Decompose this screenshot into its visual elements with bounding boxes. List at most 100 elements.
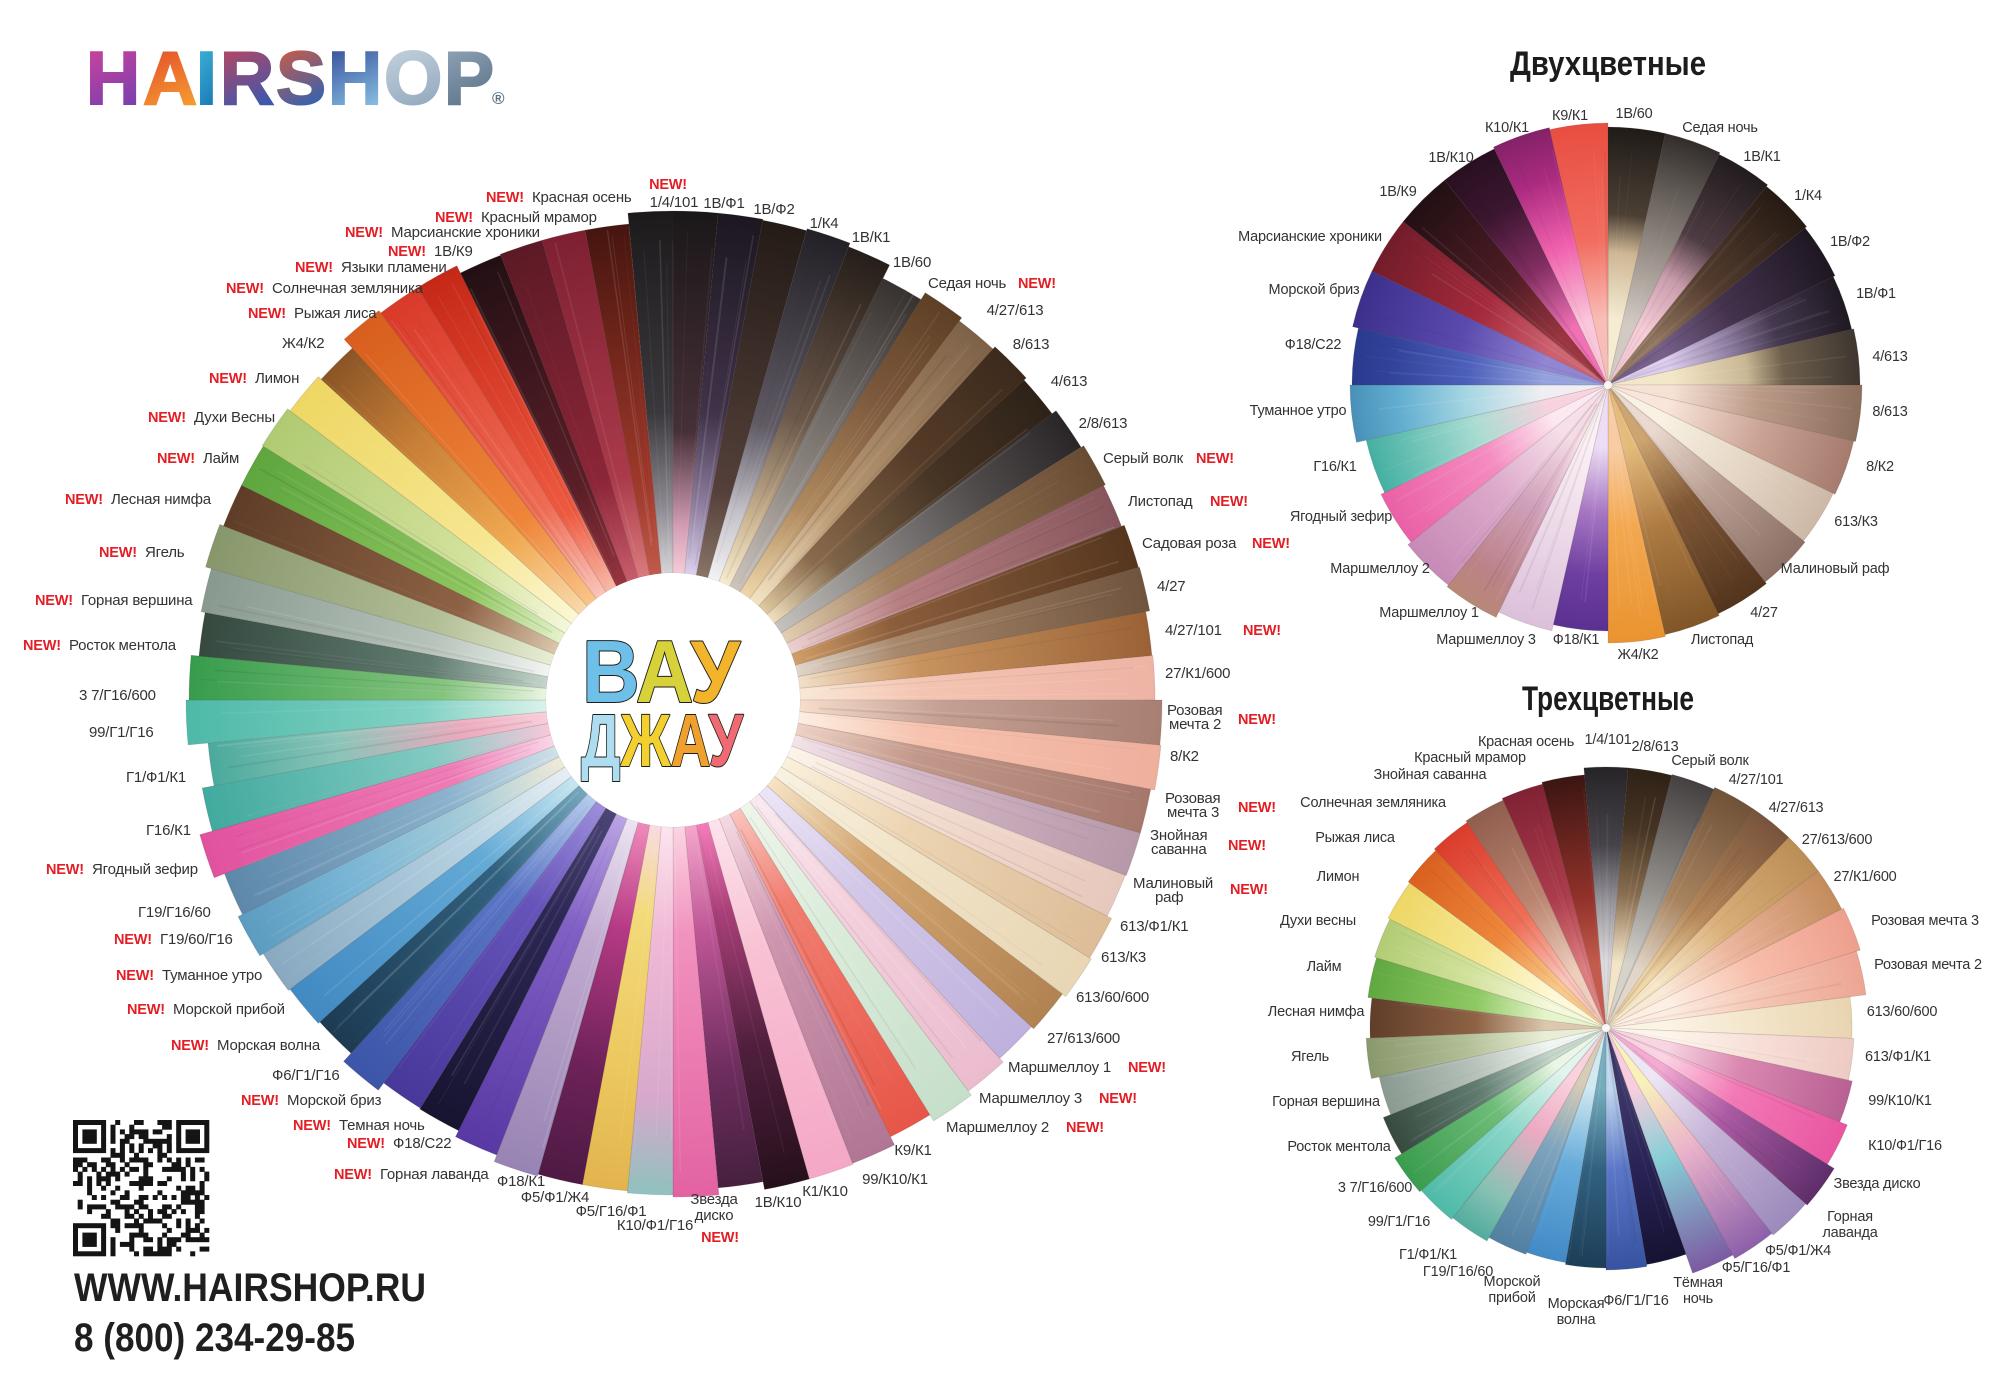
- svg-text:Серый волк: Серый волк: [1103, 450, 1184, 467]
- svg-text:NEW!: NEW!: [1018, 276, 1056, 292]
- svg-text:Маршмеллоу 1: Маршмеллоу 1: [1008, 1059, 1111, 1076]
- svg-text:NEW!: NEW!: [435, 210, 473, 226]
- svg-text:NEW!: NEW!: [35, 593, 73, 609]
- svg-text:Седая ночь: Седая ночь: [928, 275, 1007, 292]
- svg-text:1/4/101: 1/4/101: [650, 194, 699, 211]
- svg-text:NEW!: NEW!: [649, 177, 687, 193]
- svg-text:NEW!: NEW!: [148, 410, 186, 426]
- svg-text:NEW!: NEW!: [334, 1167, 372, 1183]
- svg-text:К9/К1: К9/К1: [894, 1142, 931, 1159]
- svg-text:ночь: ночь: [1683, 1291, 1713, 1307]
- svg-text:1В/Ф2: 1В/Ф2: [753, 201, 794, 218]
- svg-text:3 7/Г16/600: 3 7/Г16/600: [79, 687, 156, 704]
- svg-text:NEW!: NEW!: [226, 281, 264, 297]
- svg-text:NEW!: NEW!: [1243, 623, 1281, 639]
- svg-text:Ф18/К1: Ф18/К1: [497, 1173, 545, 1190]
- svg-text:Лайм: Лайм: [203, 450, 239, 467]
- svg-text:1/К4: 1/К4: [1794, 188, 1822, 204]
- svg-text:NEW!: NEW!: [23, 638, 61, 654]
- svg-text:613/К3: 613/К3: [1834, 514, 1878, 530]
- svg-text:Листопад: Листопад: [1691, 632, 1754, 648]
- svg-text:Седая ночь: Седая ночь: [1682, 120, 1758, 136]
- svg-text:NEW!: NEW!: [1128, 1060, 1166, 1076]
- svg-text:8/613: 8/613: [1013, 336, 1050, 353]
- svg-text:Ф6/Г1/Г16: Ф6/Г1/Г16: [272, 1067, 340, 1084]
- svg-text:R: R: [220, 36, 274, 120]
- svg-text:NEW!: NEW!: [46, 862, 84, 878]
- svg-text:NEW!: NEW!: [1066, 1120, 1104, 1136]
- svg-text:4/27/101: 4/27/101: [1729, 772, 1784, 788]
- svg-text:8/К2: 8/К2: [1170, 748, 1199, 765]
- svg-text:Ж4/К2: Ж4/К2: [1618, 647, 1659, 663]
- svg-text:Г16/К1: Г16/К1: [146, 822, 191, 839]
- svg-text:NEW!: NEW!: [65, 492, 103, 508]
- svg-text:Ф5/Г16/Ф1: Ф5/Г16/Ф1: [1722, 1260, 1791, 1276]
- svg-text:Красный мрамор: Красный мрамор: [481, 209, 597, 226]
- svg-text:NEW!: NEW!: [486, 190, 524, 206]
- svg-text:Ф18/С22: Ф18/С22: [1285, 337, 1342, 353]
- svg-text:Ягель: Ягель: [145, 544, 185, 561]
- svg-text:NEW!: NEW!: [116, 968, 154, 984]
- svg-text:NEW!: NEW!: [171, 1038, 209, 1054]
- svg-text:Туманное утро: Туманное утро: [1250, 403, 1347, 419]
- svg-text:NEW!: NEW!: [293, 1118, 331, 1134]
- svg-text:NEW!: NEW!: [295, 260, 333, 276]
- svg-text:Горная вершина: Горная вершина: [1272, 1094, 1381, 1110]
- svg-text:99/К10/К1: 99/К10/К1: [1868, 1093, 1932, 1109]
- svg-text:К9/К1: К9/К1: [1552, 108, 1588, 124]
- svg-text:Знойная: Знойная: [1150, 827, 1207, 844]
- svg-text:Маршмеллоу 2: Маршмеллоу 2: [1330, 561, 1430, 577]
- svg-text:Горная лаванда: Горная лаванда: [380, 1166, 489, 1183]
- svg-text:A: A: [143, 36, 197, 120]
- svg-text:NEW!: NEW!: [701, 1230, 739, 1246]
- svg-text:NEW!: NEW!: [1228, 838, 1266, 854]
- svg-text:4/613: 4/613: [1051, 373, 1088, 390]
- svg-text:Языки пламени: Языки пламени: [341, 259, 447, 276]
- svg-text:I: I: [196, 36, 217, 120]
- svg-text:Ягель: Ягель: [1291, 1049, 1329, 1065]
- svg-text:Трехцветные: Трехцветные: [1522, 680, 1694, 718]
- svg-text:ДЖАУ: ДЖАУ: [581, 699, 744, 782]
- svg-text:1В/К9: 1В/К9: [434, 243, 473, 260]
- svg-text:27/К1/600: 27/К1/600: [1833, 869, 1896, 885]
- svg-text:NEW!: NEW!: [209, 371, 247, 387]
- svg-text:Горная вершина: Горная вершина: [81, 592, 193, 609]
- svg-text:613/Ф1/К1: 613/Ф1/К1: [1120, 918, 1188, 935]
- svg-text:Садовая роза: Садовая роза: [1142, 535, 1237, 552]
- svg-text:4/27/613: 4/27/613: [987, 302, 1044, 319]
- svg-text:O: O: [384, 36, 442, 120]
- svg-text:4/27/101: 4/27/101: [1165, 622, 1222, 639]
- svg-text:Маршмеллоу 1: Маршмеллоу 1: [1379, 605, 1479, 621]
- svg-text:1В/К1: 1В/К1: [1743, 149, 1780, 165]
- svg-text:Лесная нимфа: Лесная нимфа: [1268, 1004, 1366, 1020]
- svg-text:S: S: [276, 36, 326, 120]
- svg-text:Малиновый раф: Малиновый раф: [1781, 561, 1890, 577]
- svg-text:Морской прибой: Морской прибой: [173, 1001, 285, 1018]
- svg-text:27/К1/600: 27/К1/600: [1165, 665, 1230, 682]
- svg-text:4/27: 4/27: [1157, 578, 1185, 595]
- svg-text:прибой: прибой: [1488, 1290, 1535, 1306]
- svg-text:Розовая мечта 3: Розовая мечта 3: [1871, 913, 1979, 929]
- svg-text:Ф5/Ф1/Ж4: Ф5/Ф1/Ж4: [521, 1189, 589, 1206]
- svg-text:4/27: 4/27: [1750, 605, 1778, 621]
- svg-text:К10/Ф1/Г16: К10/Ф1/Г16: [1868, 1138, 1942, 1154]
- svg-text:мечта 3: мечта 3: [1167, 804, 1219, 821]
- svg-text:Ж4/К2: Ж4/К2: [282, 335, 324, 352]
- svg-text:Морской: Морской: [1484, 1274, 1541, 1290]
- svg-text:К10/К1: К10/К1: [1485, 120, 1529, 136]
- svg-text:Ф18/К1: Ф18/К1: [1553, 632, 1600, 648]
- svg-text:NEW!: NEW!: [114, 932, 152, 948]
- svg-text:Серый волк: Серый волк: [1671, 753, 1749, 769]
- svg-text:1/К4: 1/К4: [810, 215, 839, 232]
- svg-text:NEW!: NEW!: [99, 545, 137, 561]
- svg-text:лаванда: лаванда: [1822, 1225, 1878, 1241]
- svg-text:1В/Ф1: 1В/Ф1: [1856, 286, 1896, 302]
- svg-text:®: ®: [492, 89, 505, 108]
- svg-text:Г19/Г16/60: Г19/Г16/60: [1423, 1264, 1493, 1280]
- svg-text:Г1/Ф1/К1: Г1/Ф1/К1: [1399, 1247, 1457, 1263]
- svg-text:К10/Ф1/Г16: К10/Ф1/Г16: [617, 1217, 693, 1234]
- svg-text:NEW!: NEW!: [1238, 800, 1276, 816]
- svg-text:Г16/К1: Г16/К1: [1313, 459, 1356, 475]
- svg-text:Красная осень: Красная осень: [1478, 734, 1574, 750]
- svg-text:Ф5/Ф1/Ж4: Ф5/Ф1/Ж4: [1765, 1243, 1831, 1259]
